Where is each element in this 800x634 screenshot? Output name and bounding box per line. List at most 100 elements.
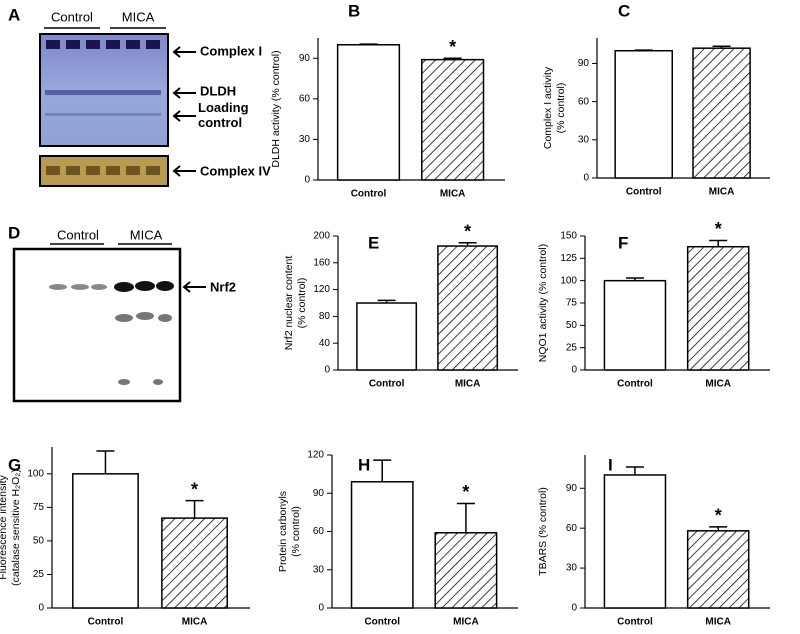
y-tick-label: 80 [319,311,331,322]
y-axis-label: (% control) [296,278,308,329]
panel-label: A [8,5,20,24]
significance-label: * [462,482,469,502]
y-tick-label: 0 [324,365,330,376]
bar [686,530,750,609]
bar [434,532,498,609]
y-tick-label: 90 [299,53,311,64]
band-label: Complex IV [200,163,271,178]
x-tick-label: Control [88,617,124,628]
bar [686,245,750,371]
group-label: Control [57,227,99,242]
y-tick-label: 60 [313,526,325,537]
y-axis-label: Fluorescence intensity [0,475,9,580]
y-axis-label: (catalase sensitive H₂O₂) [10,469,22,586]
y-tick-label: 60 [578,96,590,107]
bar [603,474,667,609]
y-axis-label: NQO1 activity (% control) [537,244,549,362]
y-tick-label: 120 [313,284,330,295]
y-axis-label: (% control) [290,506,302,557]
gel-image [39,33,169,187]
y-axis-label: DLDH activity (% control) [270,50,282,167]
y-tick-label: 90 [566,483,578,494]
y-axis-label: TBARS (% control) [537,487,549,576]
error-bar [709,239,728,247]
y-tick-label: 0 [571,365,577,376]
y-tick-label: 0 [318,603,324,614]
y-axis-label: (% control) [555,83,567,134]
y-tick-label: 90 [313,488,325,499]
panel-label: E [368,233,379,252]
x-tick-label: MICA [709,187,735,198]
y-tick-label: 25 [33,569,45,580]
bar [350,481,414,609]
band-label-box: Loading control [198,100,249,130]
x-tick-label: MICA [705,379,731,390]
x-tick-label: Control [364,617,400,628]
panel-label: B [348,1,360,20]
x-tick-label: MICA [453,617,479,628]
y-axis-label: Protein carbonyls [277,491,289,572]
x-tick-label: MICA [182,617,208,628]
significance-label: * [715,506,722,526]
bar [356,302,418,371]
y-tick-label: 50 [33,536,45,547]
error-bar [625,277,644,281]
panel-label: C [618,1,630,20]
band-label: DLDH [200,83,236,98]
y-tick-label: 200 [313,231,330,242]
bar [603,279,667,371]
bar [72,473,139,609]
significance-label: * [464,221,471,241]
panel-label: H [358,455,370,474]
error-bar [634,49,653,51]
group-label: Control [51,9,93,24]
x-tick-label: MICA [455,379,481,390]
error-bar [712,45,731,49]
y-tick-label: 60 [566,523,578,534]
error-bar [96,450,115,474]
y-tick-label: 0 [38,603,44,614]
x-tick-label: Control [617,617,653,628]
y-tick-label: 25 [566,342,578,353]
y-tick-label: 75 [33,502,45,513]
y-tick-label: 30 [299,134,311,145]
y-tick-label: 40 [319,338,331,349]
y-tick-label: 0 [571,603,577,614]
band-label: Complex I [200,43,262,58]
panel-label: G [8,455,21,474]
y-axis-label: Complex I activity [542,66,554,149]
x-tick-label: MICA [705,617,731,628]
y-tick-label: 30 [578,134,590,145]
y-tick-label: 125 [560,253,577,264]
y-tick-label: 0 [583,173,589,184]
y-tick-label: 100 [27,468,44,479]
y-tick-label: 90 [578,58,590,69]
bar [161,517,228,609]
bar [421,58,485,181]
y-tick-label: 100 [560,275,577,286]
group-label: MICA [122,9,155,24]
gel-image [12,247,182,403]
bar [692,47,751,179]
error-bar [377,299,396,303]
band-label: Loading control [198,100,249,130]
bar [437,245,499,371]
error-bar [458,241,477,247]
y-tick-label: 50 [566,320,578,331]
significance-label: * [715,219,722,239]
bar [336,44,401,181]
error-bar [625,466,644,475]
y-tick-label: 0 [304,175,310,186]
x-tick-label: Control [351,189,387,200]
panel-label: D [8,223,20,242]
x-tick-label: Control [626,187,662,198]
error-bar [709,526,728,531]
y-tick-label: 75 [566,298,578,309]
error-bar [443,57,462,60]
significance-label: * [449,37,456,57]
y-tick-label: 160 [313,257,330,268]
y-tick-label: 150 [560,231,577,242]
x-tick-label: MICA [440,189,466,200]
x-tick-label: Control [617,379,653,390]
